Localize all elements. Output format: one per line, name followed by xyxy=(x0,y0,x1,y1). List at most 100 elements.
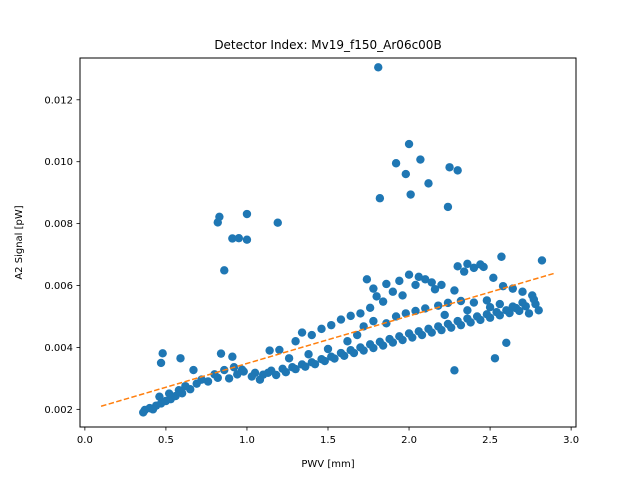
data-point xyxy=(164,389,174,398)
data-point xyxy=(216,349,226,358)
data-point xyxy=(369,343,378,353)
data-point xyxy=(382,279,391,289)
data-point xyxy=(466,318,475,327)
data-point xyxy=(495,299,505,309)
data-point xyxy=(310,359,320,369)
data-point xyxy=(446,323,456,332)
data-point xyxy=(281,368,291,377)
data-point xyxy=(456,320,466,330)
x-tick-label: 1.0 xyxy=(239,435,255,446)
data-point xyxy=(398,291,407,300)
data-point xyxy=(406,190,415,199)
x-tick-label: 3.0 xyxy=(563,435,579,446)
data-point xyxy=(443,202,453,212)
data-point xyxy=(213,218,222,227)
data-point xyxy=(404,270,414,279)
data-point xyxy=(378,341,388,350)
x-tick-label: 1.5 xyxy=(320,435,336,446)
y-tick-label: 0.004 xyxy=(44,343,73,354)
data-point xyxy=(485,302,495,312)
x-tick-label: 2.0 xyxy=(401,435,417,446)
data-point xyxy=(497,252,506,261)
y-tick-label: 0.002 xyxy=(44,405,73,416)
data-point xyxy=(450,366,459,375)
data-point xyxy=(189,365,198,375)
data-point xyxy=(398,335,407,345)
data-point xyxy=(485,313,495,322)
plot-frame xyxy=(79,57,577,428)
data-point xyxy=(414,272,423,282)
data-point xyxy=(197,375,206,384)
data-point xyxy=(437,280,446,290)
data-point xyxy=(234,233,244,243)
x-tick-label: 0.0 xyxy=(77,435,93,446)
data-point xyxy=(365,303,375,313)
data-point xyxy=(495,311,505,320)
data-point xyxy=(421,275,430,284)
data-point xyxy=(139,408,148,417)
data-point xyxy=(174,385,184,395)
data-point xyxy=(224,374,234,383)
data-point xyxy=(490,354,500,363)
data-point xyxy=(424,179,433,188)
data-point xyxy=(411,280,420,290)
data-point xyxy=(336,315,346,324)
data-point xyxy=(359,322,368,331)
data-point xyxy=(502,338,511,347)
data-point xyxy=(273,218,282,227)
data-point xyxy=(524,309,534,318)
data-point xyxy=(476,260,485,269)
data-point xyxy=(307,330,316,340)
data-point xyxy=(518,298,527,307)
data-point xyxy=(265,346,274,355)
data-point xyxy=(247,372,257,381)
data-point xyxy=(416,155,425,164)
data-point xyxy=(417,330,427,340)
data-point xyxy=(242,235,252,244)
data-point xyxy=(437,325,446,335)
data-point xyxy=(148,405,158,414)
data-point xyxy=(362,275,372,284)
data-point xyxy=(284,354,294,363)
data-point xyxy=(445,163,454,172)
data-point xyxy=(374,63,383,72)
data-point xyxy=(453,166,462,175)
data-point xyxy=(391,159,401,168)
data-point xyxy=(271,370,281,380)
data-point xyxy=(156,358,166,368)
data-point xyxy=(317,324,326,334)
data-point xyxy=(327,320,336,330)
data-point xyxy=(469,263,479,273)
chart-title: Detector Index: Mv19_f150_Ar06c00B xyxy=(214,38,441,52)
data-point xyxy=(411,306,420,316)
data-point xyxy=(534,306,543,315)
y-tick-label: 0.010 xyxy=(44,157,73,168)
data-point xyxy=(529,295,539,304)
data-point xyxy=(450,286,459,295)
data-point xyxy=(372,292,381,301)
y-axis: 0.002 0.004 0.006 0.008 0.010 0.012 xyxy=(44,95,80,416)
x-tick-label: 2.5 xyxy=(482,435,498,446)
y-tick-label: 0.008 xyxy=(44,219,73,230)
data-point xyxy=(176,354,185,363)
data-point xyxy=(340,351,349,361)
data-point xyxy=(301,362,310,371)
data-point xyxy=(349,348,359,358)
data-point xyxy=(255,375,265,384)
data-point xyxy=(228,352,237,361)
data-point xyxy=(352,330,362,340)
x-axis-title: PWV [mm] xyxy=(301,459,354,470)
data-point xyxy=(505,308,514,318)
data-point xyxy=(330,354,339,363)
data-point xyxy=(463,306,472,315)
data-point xyxy=(181,381,190,391)
data-point xyxy=(343,337,352,346)
data-point xyxy=(427,328,436,337)
data-point xyxy=(242,209,252,219)
data-point xyxy=(395,276,404,286)
data-point xyxy=(430,285,440,294)
data-point xyxy=(508,302,517,311)
data-point xyxy=(404,139,414,149)
y-tick-label: 0.006 xyxy=(44,281,73,292)
